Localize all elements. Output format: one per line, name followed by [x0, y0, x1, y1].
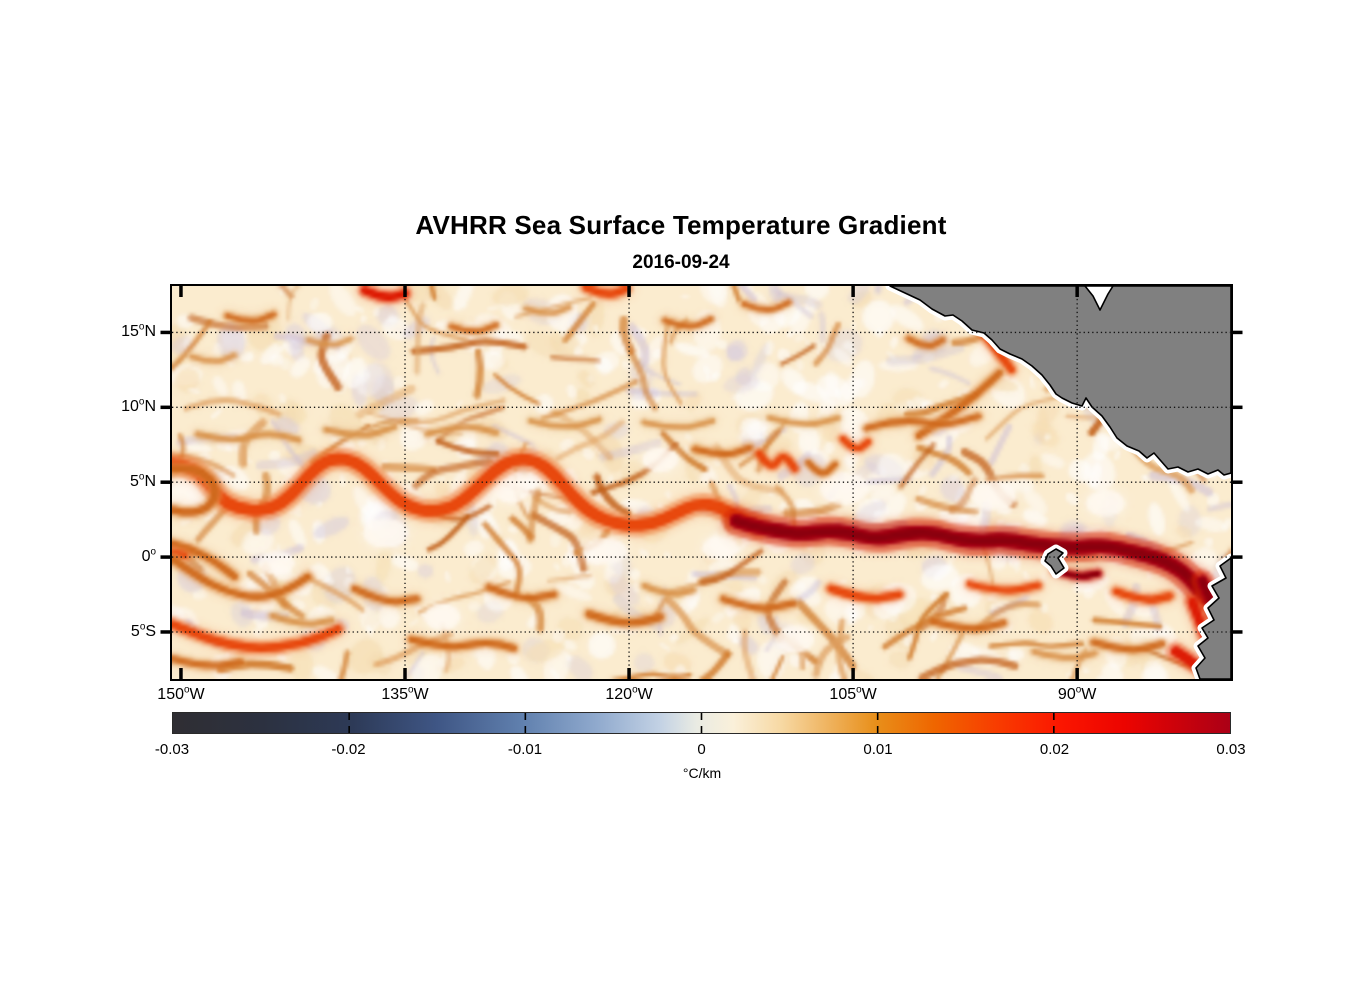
galapagos-islands	[1043, 547, 1065, 575]
colorbar-unit-label: °C/km	[682, 765, 722, 781]
page-title: AVHRR Sea Surface Temperature Gradient	[0, 210, 1356, 241]
central-america	[888, 285, 1231, 476]
x-tick-label-90°W: 90oW	[1057, 684, 1097, 703]
y-tick-label-0°: 0o	[141, 546, 156, 566]
x-tick-label-150°W: 150oW	[157, 684, 205, 703]
colorbar-label--0.03: -0.03	[154, 741, 190, 758]
colorbar-label--0.01: -0.01	[507, 741, 543, 758]
y-tick-label-5°S: 5oS	[130, 621, 156, 640]
degree-symbol: o	[150, 546, 156, 558]
x-tick-label-135°W: 135oW	[381, 684, 429, 703]
y-tick-label-15°N: 15oN	[121, 322, 156, 341]
map-overlay-layer	[171, 285, 1231, 679]
degree-symbol: o	[138, 396, 145, 408]
degree-symbol: o	[408, 684, 414, 696]
colorbar-gradient	[173, 713, 1230, 733]
x-tick-label-105°W: 105oW	[829, 684, 877, 703]
colorbar	[172, 712, 1231, 734]
south-america	[1194, 556, 1231, 679]
colorbar-label-0.01: 0.01	[863, 741, 893, 758]
colorbar-label-0.03: 0.03	[1216, 741, 1246, 758]
chart-title-text: AVHRR Sea Surface Temperature Gradient	[415, 210, 947, 240]
degree-symbol: o	[1075, 684, 1082, 696]
map-plot-area	[169, 283, 1233, 681]
colorbar-ticks	[348, 713, 1055, 733]
degree-symbol: o	[138, 471, 145, 483]
y-tick-label-10°N: 10oN	[121, 396, 156, 416]
colorbar-label--0.02: -0.02	[331, 741, 366, 758]
y-tick-label-5°N: 5oN	[130, 471, 156, 491]
degree-symbol: o	[138, 322, 145, 334]
colorbar-label-0.02: 0.02	[1039, 741, 1070, 758]
degree-symbol: o	[632, 684, 638, 696]
chart-subtitle: 2016-09-24	[0, 252, 1356, 274]
degree-symbol: o	[183, 684, 190, 696]
x-tick-label-120°W: 120oW	[605, 684, 653, 703]
chart-date-text: 2016-09-24	[632, 252, 730, 273]
colorbar-label-0: 0	[697, 741, 706, 758]
degree-symbol: o	[856, 684, 862, 696]
caribbean-inlet	[1083, 285, 1114, 311]
degree-symbol: o	[139, 621, 146, 633]
